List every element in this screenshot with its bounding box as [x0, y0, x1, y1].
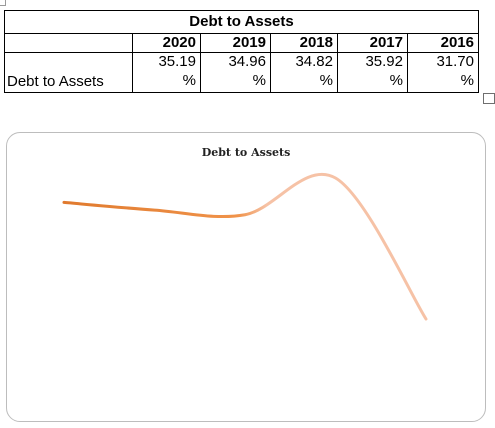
- year-header: 2016: [440, 34, 474, 51]
- value-cell: 31.70 %: [408, 53, 478, 92]
- row-label-cell: Debt to Assets: [5, 53, 133, 92]
- year-header: 2019: [201, 34, 271, 52]
- value-number: 35.19: [158, 53, 196, 70]
- data-point-2019: [153, 208, 157, 212]
- header-blank-cell: [5, 34, 133, 52]
- table-header-row: 2020 2019 2018 2017 2016: [5, 34, 478, 53]
- year-header: 2018: [271, 34, 338, 52]
- data-point-2017: [334, 176, 338, 180]
- year-header: 2020: [133, 34, 201, 52]
- line-chart: [62, 172, 428, 321]
- value-cell: 35.92 %: [338, 53, 408, 92]
- value-cell: 35.19 %: [133, 53, 201, 92]
- chart-title: Debt to Assets: [201, 146, 291, 159]
- table-row: Debt to Assets 35.19 % 34.96 % 34.82 % 3…: [5, 53, 478, 92]
- row-label: Debt to Assets: [7, 73, 104, 90]
- data-point-2016: [424, 317, 428, 321]
- corner-mark: [0, 0, 6, 6]
- value-unit: %: [460, 72, 474, 89]
- value-number: 31.70: [436, 53, 474, 70]
- resize-handle[interactable]: [483, 93, 495, 104]
- data-point-2020: [62, 200, 66, 204]
- value-unit: %: [319, 72, 333, 89]
- series-line: [62, 172, 428, 321]
- value-number: 34.82: [295, 53, 333, 70]
- value-cell: 34.82 %: [271, 53, 338, 92]
- value-number: 35.92: [365, 53, 403, 70]
- value-unit: %: [182, 72, 196, 89]
- value-number: 34.96: [228, 53, 266, 70]
- chart-container[interactable]: Debt to Assets: [6, 132, 486, 422]
- debt-to-assets-table: Debt to Assets 2020 2019 2018 2017 2016 …: [4, 10, 479, 93]
- value-unit: %: [252, 72, 266, 89]
- table-title: Debt to Assets: [5, 11, 478, 34]
- data-point-2018: [243, 213, 247, 217]
- year-header: 2017: [338, 34, 408, 52]
- value-unit: %: [389, 72, 403, 89]
- value-cell: 34.96 %: [201, 53, 271, 92]
